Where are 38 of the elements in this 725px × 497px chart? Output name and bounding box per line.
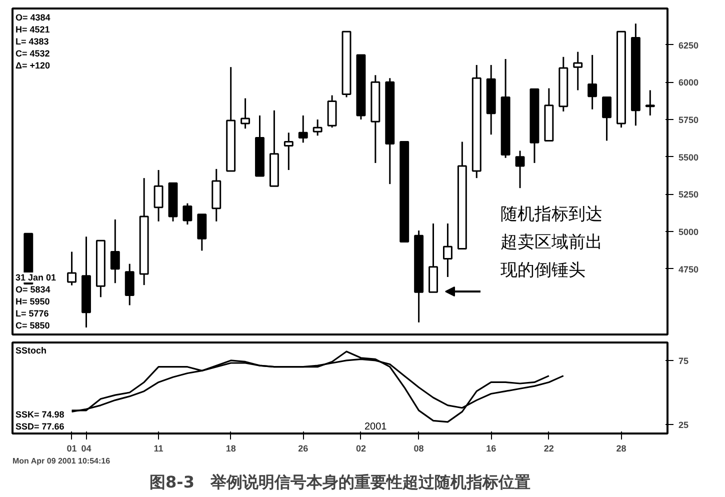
x-tick-label: 16 [486, 444, 496, 454]
y-tick-label: 5250 [678, 190, 699, 200]
y-tick-label: 4750 [678, 264, 699, 274]
y-tick-label: 75 [678, 356, 689, 366]
caption: 图8-3 举例说明信号本身的重要性超过随机指标位置 [150, 472, 530, 492]
y-tick-label: 5500 [678, 152, 699, 162]
x-tick-label: 22 [544, 444, 554, 454]
y-tick-label: 5750 [678, 115, 699, 126]
x-tick-label: 02 [356, 444, 366, 454]
x-tick-label: 08 [414, 444, 424, 454]
annotation: 超卖区域前出 [500, 232, 602, 252]
annotation: H= 4521 [16, 24, 50, 34]
annotation: 随机指标到达 [500, 204, 602, 224]
x-tick-label: 28 [616, 444, 626, 454]
x-tick-label: 18 [226, 444, 236, 454]
x-tick-label: 11 [154, 444, 164, 454]
annotation: SSK= 74.98 [16, 410, 64, 420]
y-tick-label: 5000 [678, 227, 699, 238]
y-tick-label: 6250 [678, 40, 699, 50]
annotation: O= 4384 [16, 12, 50, 22]
annotation: L= 4383 [16, 36, 49, 46]
annotation: C= 4532 [16, 48, 50, 58]
annotation: 31 Jan 01 [16, 272, 56, 282]
annotation: 2001 [364, 422, 388, 432]
y-tick-label: 6000 [678, 78, 699, 88]
annotation: Δ= +120 [16, 60, 50, 70]
annotation: O= 5834 [16, 284, 50, 294]
annotation: H= 5950 [16, 296, 50, 306]
text: Mon Apr 09 2001 10:54:16 [12, 456, 111, 466]
annotation: L= 5776 [16, 308, 49, 318]
y-tick-label: 25 [678, 420, 689, 430]
chart-title: SStoch [16, 346, 47, 356]
x-tick-label: 04 [81, 444, 92, 454]
x-tick-label: 01 [66, 444, 77, 454]
annotation: SSD= 77.66 [16, 422, 64, 432]
annotation: C= 5850 [16, 320, 50, 330]
annotation: 现的倒锤头 [500, 260, 586, 280]
x-tick-label: 26 [298, 444, 308, 454]
